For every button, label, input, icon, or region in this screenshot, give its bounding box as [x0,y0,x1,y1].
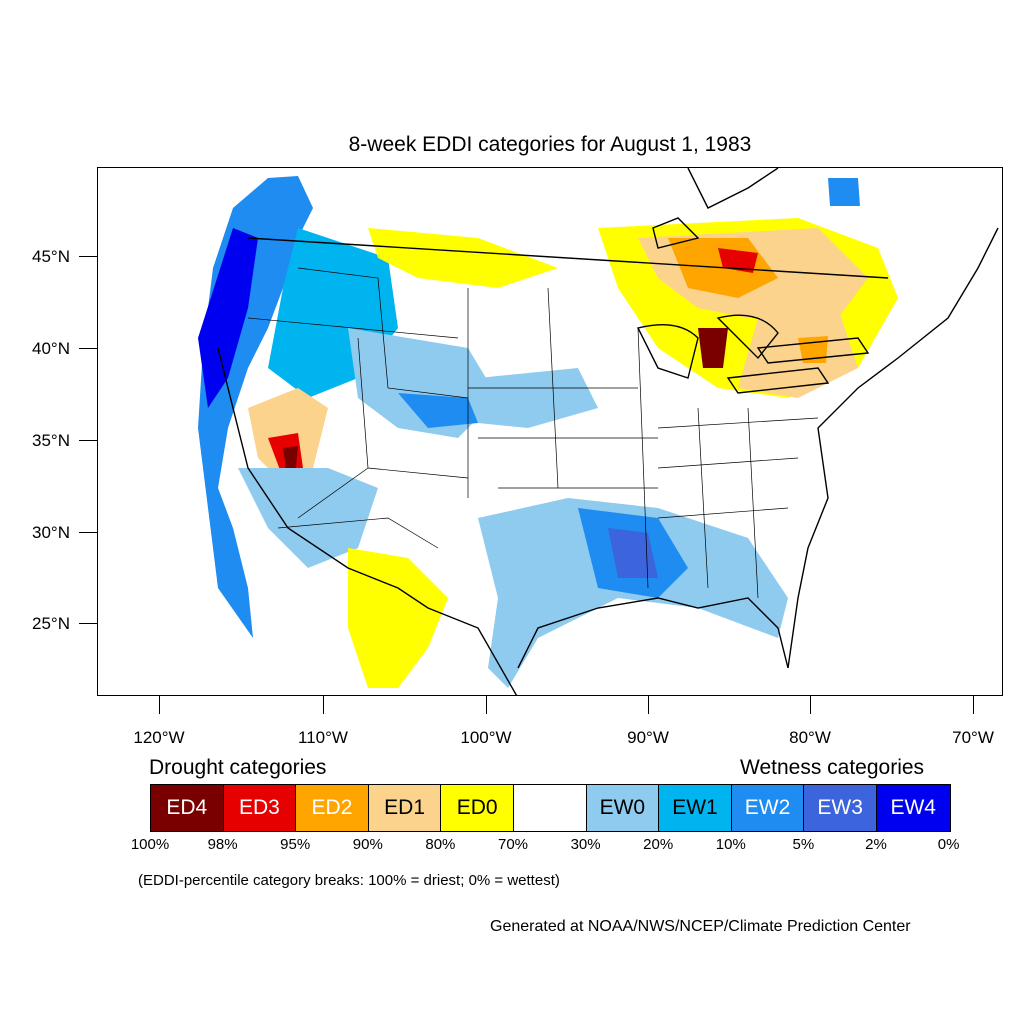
boundary-lines [217,168,999,695]
y-tick-label: 25°N [32,614,70,633]
legend-color-bar: ED4 ED3 ED2 ED1 ED0 EW0 EW1 EW2 EW3 EW4 [150,784,951,832]
drought-legend-heading: Drought categories [149,756,327,779]
legend-break-label: 70% [497,836,529,853]
legend-break-label: 95% [280,836,311,853]
x-tick-label: 80°W [789,728,831,747]
x-tick-label: 70°W [952,728,994,747]
legend-cell: ED2 [296,785,369,831]
x-tick-label: 120°W [133,728,185,747]
category-break-note: (EDDI-percentile category breaks: 100% =… [138,872,560,889]
category-shading [198,176,898,688]
legend-break-label: 20% [643,836,674,853]
legend-cell: ED3 [223,785,297,831]
x-tick [323,696,324,714]
y-tick-label: 30°N [32,523,70,542]
wetness-legend-heading: Wetness categories [740,756,925,779]
legend-break-label: 90% [352,836,383,853]
x-tick [810,696,811,714]
state-lines [247,267,819,599]
x-tick [973,696,974,714]
legend-cell: ED1 [368,785,442,831]
legend-cell: EW1 [659,785,732,831]
y-tick [79,440,97,441]
y-tick-label: 45°N [32,247,70,266]
y-tick [79,532,97,533]
y-tick-label: 40°N [32,339,70,358]
legend-cell: EW3 [804,785,877,831]
legend-break-label: 98% [207,836,238,853]
x-tick-label: 100°W [460,728,512,747]
legend-break-label: 80% [425,836,456,853]
legend-cell: EW0 [586,785,660,831]
y-tick [79,348,97,349]
legend-break-label: 10% [715,836,746,853]
legend-cell: ED4 [151,785,224,831]
legend-cell: EW2 [731,785,805,831]
legend-break-label: 2% [865,836,887,853]
x-tick [648,696,649,714]
legend-break-label: 100% [130,836,170,853]
x-tick-label: 90°W [627,728,669,747]
eddi-map [198,168,999,695]
legend-break-label: 0% [937,836,960,853]
y-tick-label: 35°N [32,431,70,450]
y-tick [79,623,97,624]
legend-break-label: 30% [570,836,601,853]
legend-cell: ED0 [441,785,514,831]
credit-line: Generated at NOAA/NWS/NCEP/Climate Predi… [490,918,911,935]
x-tick [486,696,487,714]
x-tick [159,696,160,714]
map-title: 8-week EDDI categories for August 1, 198… [348,133,752,156]
legend-break-label: 5% [792,836,815,853]
x-tick-label: 110°W [298,728,348,747]
legend-cell [513,785,587,831]
map-panel [97,167,1003,696]
legend-cell: EW4 [876,785,950,831]
y-tick [79,256,97,257]
